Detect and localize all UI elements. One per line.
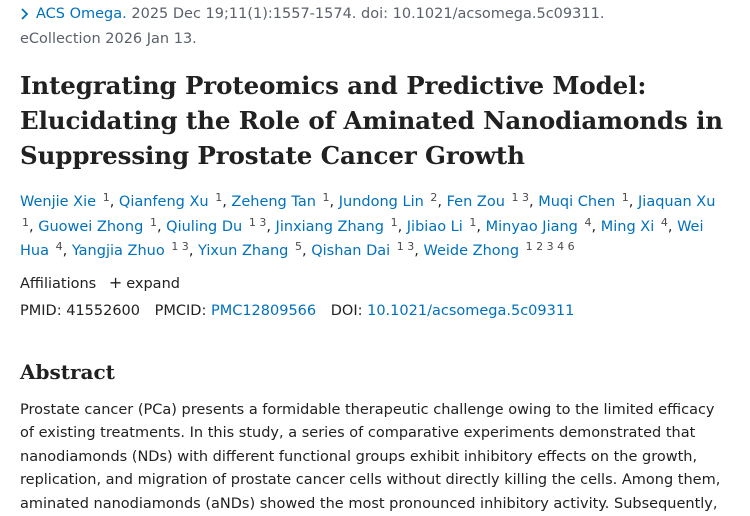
journal-link[interactable]: ACS Omega. xyxy=(36,6,127,22)
author-link[interactable]: Ming Xi xyxy=(601,219,655,235)
affiliation-number[interactable]: 1 3 xyxy=(171,240,189,253)
article-title: Integrating Proteomics and Predictive Mo… xyxy=(20,68,730,173)
author-link[interactable]: Minyao Jiang xyxy=(486,219,578,235)
pmcid-link[interactable]: PMC12809566 xyxy=(211,303,316,319)
author-list: Wenjie Xie 1, Qianfeng Xu 1, Zeheng Tan … xyxy=(20,190,725,264)
doi-label: DOI: xyxy=(331,303,363,319)
doi-link[interactable]: 10.1021/acsomega.5c09311 xyxy=(367,303,574,319)
author-separator: , xyxy=(437,194,446,210)
citation: ACS Omega. 2025 Dec 19;11(1):1557-1574. … xyxy=(20,0,730,51)
affiliation-number[interactable]: 1 3 xyxy=(512,191,530,204)
affiliation-number[interactable]: 4 xyxy=(661,216,668,229)
author-link[interactable]: Yangjia Zhuo xyxy=(72,243,165,259)
author-link[interactable]: Muqi Chen xyxy=(538,194,615,210)
affiliation-number[interactable]: 1 3 xyxy=(397,240,415,253)
author-link[interactable]: Fen Zou xyxy=(447,194,505,210)
affiliation-number[interactable]: 1 2 3 4 6 xyxy=(526,240,575,253)
affiliation-number[interactable]: 1 xyxy=(323,191,330,204)
author-separator: , xyxy=(29,219,38,235)
author-separator: , xyxy=(157,219,166,235)
ecollection-date: eCollection 2026 Jan 13. xyxy=(20,31,197,47)
author-link[interactable]: Jibiao Li xyxy=(407,219,463,235)
author-link[interactable]: Qiuling Du xyxy=(166,219,242,235)
chevron-right-icon[interactable] xyxy=(20,5,36,28)
affiliation-number[interactable]: 1 xyxy=(150,216,157,229)
affiliation-number[interactable]: 4 xyxy=(56,240,63,253)
affiliation-number[interactable]: 1 xyxy=(22,216,29,229)
plus-icon[interactable]: + xyxy=(109,273,122,293)
author-separator: , xyxy=(189,243,198,259)
author-link[interactable]: Weide Zhong xyxy=(423,243,519,259)
author-separator: , xyxy=(330,194,339,210)
affiliations-label: Affiliations xyxy=(20,276,96,292)
author-link[interactable]: Wenjie Xie xyxy=(20,194,96,210)
author-separator: , xyxy=(592,219,601,235)
affiliation-number[interactable]: 1 3 xyxy=(249,216,267,229)
identifiers-row: PMID: 41552600 PMCID: PMC12809566 DOI: 1… xyxy=(20,301,730,321)
author-separator: , xyxy=(63,243,72,259)
affiliation-number[interactable]: 1 xyxy=(391,216,398,229)
author-link[interactable]: Jiaquan Xu xyxy=(638,194,715,210)
abstract-heading: Abstract xyxy=(20,358,730,386)
author-link[interactable]: Yixun Zhang xyxy=(198,243,288,259)
author-link[interactable]: Jundong Lin xyxy=(339,194,424,210)
affiliation-number[interactable]: 1 xyxy=(103,191,110,204)
author-link[interactable]: Qianfeng Xu xyxy=(119,194,209,210)
abstract-text: Prostate cancer (PCa) presents a formida… xyxy=(20,399,730,516)
affiliations-row: Affiliations +expand xyxy=(20,273,730,294)
author-separator: , xyxy=(529,194,538,210)
affiliation-number[interactable]: 4 xyxy=(585,216,592,229)
pmid-label: PMID: xyxy=(20,303,62,319)
author-link[interactable]: Jinxiang Zhang xyxy=(276,219,384,235)
author-link[interactable]: Guowei Zhong xyxy=(38,219,143,235)
pmcid-label: PMCID: xyxy=(155,303,207,319)
author-separator: , xyxy=(302,243,311,259)
author-link[interactable]: Zeheng Tan xyxy=(231,194,316,210)
author-separator: , xyxy=(398,219,407,235)
author-separator: , xyxy=(110,194,119,210)
pmid-value: 41552600 xyxy=(66,303,140,319)
expand-affiliations-button[interactable]: expand xyxy=(126,276,180,292)
author-separator: , xyxy=(668,219,677,235)
author-separator: , xyxy=(266,219,275,235)
affiliation-number[interactable]: 5 xyxy=(295,240,302,253)
author-link[interactable]: Qishan Dai xyxy=(311,243,390,259)
author-separator: , xyxy=(629,194,638,210)
author-separator: , xyxy=(476,219,485,235)
citation-details: 2025 Dec 19;11(1):1557-1574. doi: 10.102… xyxy=(127,6,605,22)
affiliation-number[interactable]: 1 xyxy=(622,191,629,204)
